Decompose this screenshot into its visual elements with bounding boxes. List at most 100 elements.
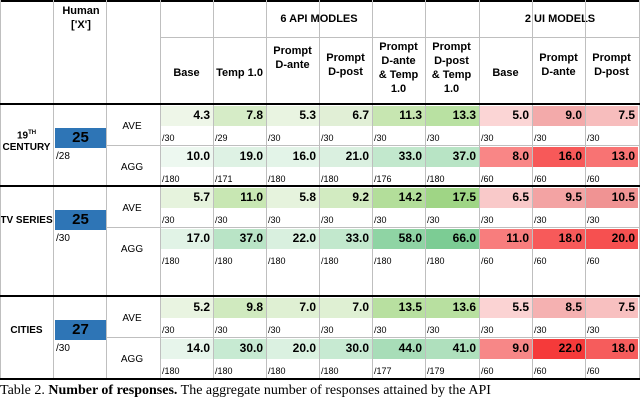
cell-value: 8.0 — [512, 149, 529, 163]
column-divider — [266, 0, 267, 380]
cell-value: 9.0 — [565, 108, 582, 122]
cell-value: 7.0 — [299, 300, 316, 314]
cell-denominator: /30 — [481, 325, 494, 335]
cell-denominator: /30 — [321, 133, 334, 143]
table-cell: 5.0/30 — [480, 106, 532, 144]
table-cell: 19.0/171 — [214, 147, 266, 185]
cell-shade — [161, 106, 213, 126]
table-cell: 8.0/60 — [480, 147, 532, 185]
cell-denominator: /60 — [481, 366, 494, 376]
column-header-ui: Prompt D-ante — [539, 52, 578, 78]
cell-value: 5.0 — [512, 108, 529, 122]
column-divider — [213, 0, 214, 380]
cell-shade — [214, 229, 266, 249]
cell-value: 9.8 — [246, 300, 263, 314]
cell-shade — [161, 339, 213, 359]
cell-denominator: /30 — [162, 325, 175, 335]
table-cell: 7.5/30 — [586, 298, 638, 336]
cell-denominator: /180 — [321, 366, 339, 376]
cell-denominator: /30 — [215, 215, 228, 225]
cell-denominator: /180 — [162, 174, 180, 184]
metric-label: AVE — [122, 313, 142, 324]
cell-shade — [586, 298, 638, 318]
cell-denominator: /30 — [215, 325, 228, 335]
cell-value: 13.3 — [452, 108, 476, 122]
cell-denominator: /30 — [374, 325, 387, 335]
human-value-badge: 27 — [55, 320, 106, 340]
table-cell: 5.2/30 — [161, 298, 213, 336]
cell-denominator: /30 — [481, 215, 494, 225]
row-divider — [106, 337, 640, 338]
cell-shade — [533, 188, 585, 208]
cell-denominator: /180 — [321, 256, 339, 266]
cell-shade — [533, 147, 585, 167]
cell-shade — [214, 298, 266, 318]
cell-denominator: /30 — [162, 215, 175, 225]
cell-denominator: /180 — [427, 256, 445, 266]
table-cell: 14.2/30 — [373, 188, 425, 226]
table-cell: 20.0/180 — [267, 339, 319, 377]
cell-shade — [480, 229, 532, 249]
cell-value: 6.7 — [352, 108, 369, 122]
table-cell: 30.0/180 — [320, 339, 372, 377]
table-cell: 30.0/180 — [214, 339, 266, 377]
cell-value: 5.5 — [512, 300, 529, 314]
cell-shade — [533, 229, 585, 249]
cell-shade — [373, 339, 425, 359]
cell-denominator: /30 — [534, 215, 547, 225]
metric-label: AVE — [122, 121, 142, 132]
cell-denominator: /30 — [427, 133, 440, 143]
cell-denominator: /60 — [587, 256, 600, 266]
cell-value: 8.5 — [565, 300, 582, 314]
cell-value: 22.0 — [292, 231, 316, 245]
cell-value: 6.5 — [512, 190, 529, 204]
column-divider — [160, 0, 161, 380]
cell-shade — [480, 106, 532, 126]
cell-denominator: /180 — [374, 256, 392, 266]
cell-value: 7.8 — [246, 108, 263, 122]
cell-shade — [267, 147, 319, 167]
section-label-main: 19 — [16, 130, 29, 142]
table-cell: 9.2/30 — [320, 188, 372, 226]
cell-shade — [320, 298, 372, 318]
cell-shade — [426, 188, 479, 208]
header-human: Human ['X'] — [62, 5, 100, 31]
section-label-rest: CENTURY — [2, 142, 51, 154]
cell-shade — [426, 298, 479, 318]
column-header-api: Temp 1.0 — [216, 67, 263, 79]
section-label-main: TV SERIES — [0, 215, 53, 226]
human-value-badge: 25 — [55, 210, 106, 230]
table-cell: 16.0/60 — [533, 147, 585, 185]
cell-shade — [426, 106, 479, 126]
cell-value: 14.0 — [186, 341, 210, 355]
table-cell: 7.0/30 — [320, 298, 372, 336]
cell-value: 44.0 — [398, 341, 422, 355]
cell-value: 30.0 — [239, 341, 263, 355]
cell-value: 17.5 — [452, 190, 476, 204]
column-header-api: Prompt D-post — [326, 52, 365, 78]
table-cell: 5.5/30 — [480, 298, 532, 336]
cell-denominator: /180 — [321, 174, 339, 184]
cell-denominator: /180 — [162, 256, 180, 266]
caption-label: Table 2. — [0, 383, 45, 398]
table-cell: 37.0/180 — [426, 147, 479, 185]
column-divider — [585, 0, 586, 380]
metric-label: AGG — [120, 354, 144, 365]
cell-value: 9.0 — [512, 341, 529, 355]
cell-value: 10.5 — [611, 190, 635, 204]
cell-denominator: /30 — [321, 215, 334, 225]
cell-value: 19.0 — [239, 149, 263, 163]
cell-value: 37.0 — [239, 231, 263, 245]
cell-denominator: /30 — [534, 325, 547, 335]
cell-shade — [426, 147, 479, 167]
column-divider — [0, 0, 1, 380]
cell-shade — [533, 298, 585, 318]
cell-shade — [267, 106, 319, 126]
cell-denominator: /29 — [215, 133, 228, 143]
cell-value: 21.0 — [345, 149, 369, 163]
section-label-sup: TH — [28, 130, 37, 136]
cell-value: 10.0 — [186, 149, 210, 163]
cell-value: 18.0 — [558, 231, 582, 245]
cell-denominator: /30 — [268, 325, 281, 335]
table-cell: 16.0/180 — [267, 147, 319, 185]
